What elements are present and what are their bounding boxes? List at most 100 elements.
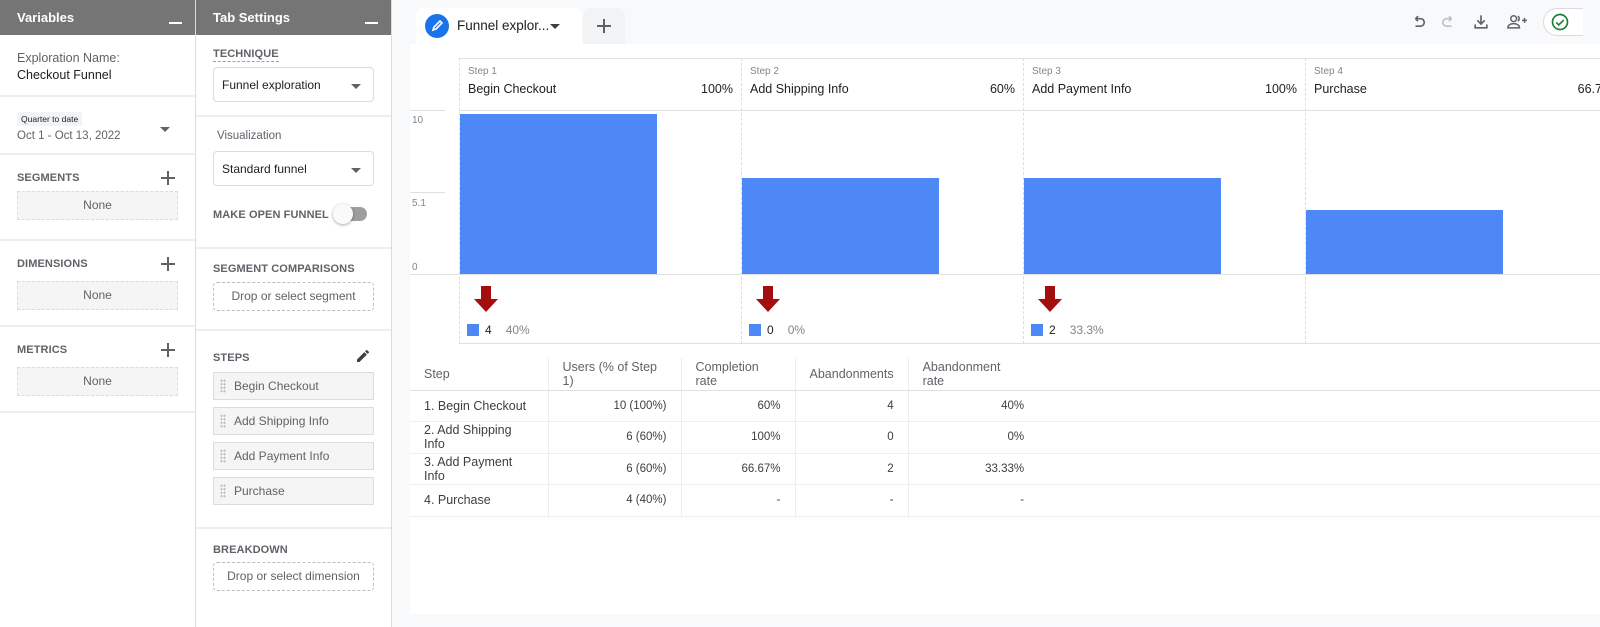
step-completion-pct: 60% — [989, 82, 1015, 96]
variables-panel-title: Variables — [17, 10, 75, 25]
drop-off-arrow-icon — [1038, 286, 1062, 312]
visualization-dropdown[interactable]: Standard funnel — [213, 151, 374, 186]
funnel-bar[interactable] — [1306, 210, 1503, 274]
technique-dropdown[interactable]: Funnel exploration — [213, 67, 374, 102]
dimensions-none-box[interactable]: None — [17, 281, 178, 310]
drop-off-legend[interactable]: 4 40% — [467, 323, 530, 337]
cell-filler — [1038, 421, 1600, 454]
minimize-variables-icon[interactable] — [169, 22, 182, 24]
drag-handle-icon[interactable] — [220, 449, 226, 463]
visualization-section: Visualization Standard funnel — [196, 117, 391, 225]
drop-off-legend[interactable]: 2 33.3% — [1031, 323, 1104, 337]
drag-handle-icon[interactable] — [220, 484, 226, 498]
segment-drop-zone[interactable]: Drop or select segment — [213, 282, 374, 311]
step-number: Step 4 — [1314, 66, 1343, 77]
cell-completion-rate: - — [680, 484, 795, 517]
funnel-table: Step Users (% of Step 1) Completion rate… — [410, 358, 1600, 517]
legend-swatch — [749, 324, 761, 336]
step-separator — [1023, 58, 1024, 344]
funnel-bar[interactable] — [1024, 178, 1221, 274]
steps-section: STEPS Begin Checkout Add Shipping Info A… — [196, 331, 391, 529]
table-row[interactable]: 3. Add Payment Info 6 (60%) 66.67% 2 33.… — [410, 453, 1600, 485]
step-separator — [459, 58, 460, 344]
download-icon[interactable] — [1471, 12, 1491, 32]
date-range-selector[interactable]: Quarter to date Oct 1 - Oct 13, 2022 — [0, 97, 195, 155]
add-tab-plus-icon[interactable] — [583, 8, 625, 44]
cell-filler — [1038, 484, 1600, 517]
chart-header-divider — [459, 110, 1600, 111]
cell-users: 4 (40%) — [547, 484, 681, 517]
edit-steps-pencil-icon[interactable] — [355, 348, 371, 364]
technique-label: TECHNIQUE — [213, 48, 279, 62]
add-metric-plus-icon[interactable] — [161, 343, 175, 357]
column-filler — [1038, 358, 1600, 391]
drop-off-arrow-icon — [756, 286, 780, 312]
drop-off-pct: 0% — [787, 323, 806, 337]
metrics-none-box[interactable]: None — [17, 367, 178, 396]
cell-abandonment-rate: 33.33% — [907, 453, 1039, 485]
toggle-knob — [333, 204, 353, 224]
tab-settings-header: Tab Settings — [196, 0, 391, 35]
drop-off-count: 0 — [767, 323, 774, 337]
table-row[interactable]: 1. Begin Checkout 10 (100%) 60% 4 40% — [410, 390, 1600, 422]
segments-none-box[interactable]: None — [17, 191, 178, 220]
drop-off-count: 4 — [485, 323, 492, 337]
minimize-tab-settings-icon[interactable] — [365, 22, 378, 24]
add-segment-plus-icon[interactable] — [161, 171, 175, 185]
technique-value: Funnel exploration — [222, 78, 321, 92]
open-funnel-toggle[interactable] — [333, 204, 367, 224]
column-header-abandonments[interactable]: Abandonments — [794, 358, 909, 391]
date-range-value[interactable]: Oct 1 - Oct 13, 2022 — [17, 130, 121, 142]
step-item[interactable]: Purchase — [213, 477, 374, 505]
step-item-label: Purchase — [234, 484, 285, 498]
cell-users: 10 (100%) — [547, 390, 681, 422]
tab-edit-pencil-icon[interactable] — [425, 14, 449, 38]
cell-abandonment-rate: 0% — [907, 421, 1039, 454]
drag-handle-icon[interactable] — [220, 379, 226, 393]
step-item[interactable]: Add Payment Info — [213, 442, 374, 470]
drop-off-count: 2 — [1049, 323, 1056, 337]
step-number: Step 1 — [468, 66, 497, 77]
column-header-abandonment-rate[interactable]: Abandonment rate — [907, 358, 1039, 391]
tab-funnel-exploration[interactable]: Funnel explor... — [416, 8, 582, 44]
table-row[interactable]: 2. Add Shipping Info 6 (60%) 100% 0 0% — [410, 421, 1600, 454]
exploration-name-value[interactable]: Checkout Funnel — [17, 68, 112, 82]
step-header: Step 1 Begin Checkout 100% — [460, 58, 741, 110]
funnel-bar[interactable] — [742, 178, 939, 274]
tab-menu-caret-icon[interactable] — [550, 24, 560, 29]
funnel-bar[interactable] — [460, 114, 657, 274]
step-item[interactable]: Add Shipping Info — [213, 407, 374, 435]
step-item[interactable]: Begin Checkout — [213, 372, 374, 400]
table-row[interactable]: 4. Purchase 4 (40%) - - - — [410, 484, 1600, 517]
undo-icon[interactable] — [1408, 12, 1428, 32]
step-separator — [741, 58, 742, 344]
drag-handle-icon[interactable] — [220, 414, 226, 428]
legend-swatch — [1031, 324, 1043, 336]
breakdown-drop-zone[interactable]: Drop or select dimension — [213, 562, 374, 591]
column-header-completion-rate[interactable]: Completion rate — [680, 358, 795, 391]
steps-label: STEPS — [213, 352, 250, 364]
column-header-step[interactable]: Step — [410, 358, 548, 391]
save-status-button[interactable] — [1543, 8, 1583, 36]
chart-top-border — [459, 58, 1600, 59]
cell-abandonments: 0 — [794, 421, 909, 454]
variables-panel-header: Variables — [0, 0, 195, 35]
drop-off-legend[interactable]: 0 0% — [749, 323, 805, 337]
visualization-label: Visualization — [217, 130, 282, 142]
step-header: Step 3 Add Payment Info 100% — [1024, 58, 1305, 110]
redo-icon[interactable] — [1439, 12, 1459, 32]
table-header-row: Step Users (% of Step 1) Completion rate… — [410, 358, 1600, 391]
exploration-canvas: 10 5.1 0 Step 1 Begin Checkout 100% Step… — [410, 44, 1600, 614]
cell-filler — [1038, 390, 1600, 422]
exploration-name-section[interactable]: Exploration Name: Checkout Funnel — [0, 35, 195, 97]
check-circle-icon — [1551, 13, 1569, 31]
date-dropdown-caret-icon[interactable] — [160, 127, 170, 132]
column-header-users[interactable]: Users (% of Step 1) — [547, 358, 681, 391]
open-funnel-section: MAKE OPEN FUNNEL — [196, 204, 391, 249]
step-name: Add Shipping Info — [750, 82, 849, 96]
cell-abandonment-rate: - — [907, 484, 1039, 517]
share-user-icon[interactable] — [1505, 12, 1529, 32]
add-dimension-plus-icon[interactable] — [161, 257, 175, 271]
breakdown-label: BREAKDOWN — [213, 544, 288, 556]
metrics-label: METRICS — [17, 344, 68, 356]
